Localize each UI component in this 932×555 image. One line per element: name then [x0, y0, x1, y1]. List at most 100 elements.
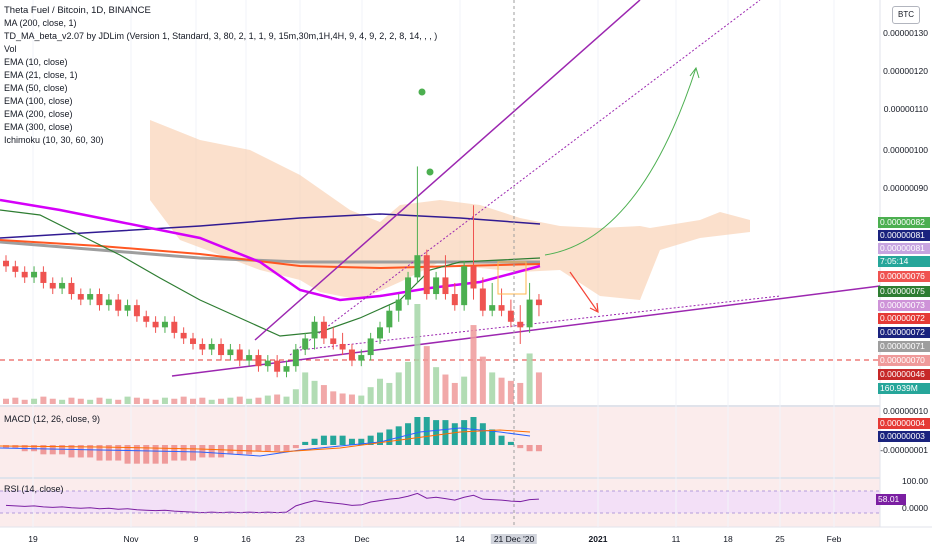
candle-body	[489, 305, 496, 311]
volume-bar	[115, 399, 122, 404]
candle-body	[423, 255, 430, 295]
macd-hist-bar	[348, 438, 355, 445]
volume-bar	[405, 361, 412, 404]
price-tag: 0.00000070	[878, 355, 930, 366]
candle-body	[246, 355, 253, 361]
volume-bar	[423, 346, 430, 404]
volume-tag: 160.939M	[878, 383, 930, 394]
candle-body	[367, 338, 374, 356]
rsi-band	[0, 491, 880, 513]
rsi-legend[interactable]: RSI (14, close)	[4, 484, 64, 494]
indicator-ema200[interactable]: EMA (200, close)	[4, 109, 73, 119]
volume-bar	[283, 396, 290, 404]
volume-bar	[367, 387, 374, 404]
indicator-ema100[interactable]: EMA (100, close)	[4, 96, 73, 106]
indicator-ichimoku[interactable]: Ichimoku (10, 30, 60, 30)	[4, 135, 104, 145]
ema-orange-line	[0, 239, 541, 270]
channel-upper-line	[254, 0, 641, 341]
time-label: 19	[28, 534, 38, 544]
macd-hist-bar	[171, 445, 178, 461]
macd-hist-bar	[255, 445, 262, 452]
signal-marker	[418, 88, 426, 96]
volume-bar	[414, 304, 421, 404]
time-label: Dec	[354, 534, 370, 544]
volume-bar	[77, 398, 84, 404]
candle-body	[171, 321, 178, 333]
macd-hist-bar	[302, 441, 309, 445]
candle-body	[330, 338, 337, 344]
macd-hist-bar	[274, 445, 281, 452]
macd-hist-bar	[358, 438, 365, 445]
candle-body	[405, 277, 412, 300]
macd-hist-bar	[507, 441, 514, 445]
candle-body	[77, 294, 84, 300]
macd-hist-bar	[208, 445, 215, 458]
candle-body	[236, 349, 243, 361]
volume-bar	[96, 397, 103, 404]
candle-body	[190, 338, 196, 344]
volume-bar	[498, 377, 505, 404]
volume-bar	[433, 367, 440, 404]
macd-legend[interactable]: MACD (12, 26, close, 9)	[4, 414, 101, 424]
candle-body	[161, 321, 168, 328]
ema-dark-line	[0, 213, 541, 239]
macd-hist-bar	[320, 435, 327, 445]
time-label: 16	[241, 534, 251, 544]
macd-hist-bar	[264, 445, 271, 452]
volume-bar	[87, 399, 94, 404]
symbol-title[interactable]: Theta Fuel / Bitcoin, 1D, BINANCE	[4, 5, 151, 16]
macd-hist-bar	[330, 435, 337, 445]
time-label: 18	[723, 534, 733, 544]
currency-badge[interactable]: BTC	[892, 6, 920, 24]
volume-bar	[311, 380, 318, 404]
volume-bar	[348, 394, 355, 404]
candle-body	[386, 310, 393, 328]
countdown-tag: 7:05:14	[878, 256, 930, 267]
time-label: 11	[671, 534, 681, 544]
macd-hist-bar	[152, 445, 159, 464]
macd-hist-bar	[49, 445, 56, 455]
candle-body	[255, 355, 262, 367]
volume-bar	[517, 382, 524, 404]
indicator-ema50[interactable]: EMA (50, close)	[4, 83, 68, 93]
volume-bar	[190, 398, 196, 404]
rsi-value-tag: 58.01	[876, 494, 906, 505]
macd-hist-bar	[236, 445, 243, 455]
candle-body	[199, 343, 206, 350]
candle-body	[461, 266, 468, 306]
volume-bar	[526, 353, 533, 404]
macd-hist-bar	[526, 445, 533, 452]
macd-hist-bar	[386, 429, 393, 445]
macd-hist-bar	[115, 445, 122, 461]
indicator-vol[interactable]: Vol	[4, 44, 17, 54]
volume-bar	[227, 397, 234, 404]
candle-body	[133, 305, 140, 317]
time-label: 25	[775, 534, 785, 544]
volume-bar	[236, 396, 243, 404]
candle-body	[115, 299, 122, 311]
macd-hist-bar	[311, 438, 318, 445]
candle-body	[31, 271, 38, 278]
ichimoku-cloud	[150, 120, 750, 300]
indicator-ma200[interactable]: MA (200, close, 1)	[4, 18, 77, 28]
indicator-ema21[interactable]: EMA (21, close, 1)	[4, 70, 78, 80]
candle-body	[21, 271, 28, 278]
indicator-td-ma[interactable]: TD_MA_beta_v2.07 by JDLim (Version 1, St…	[4, 31, 438, 41]
macd-hist-bar	[535, 445, 542, 452]
candle-body	[451, 294, 458, 306]
time-label: 2021	[588, 534, 608, 544]
macd-hist-bar	[283, 445, 290, 452]
volume-bar	[105, 398, 112, 404]
candle-body	[49, 282, 56, 289]
macd-hist-bar	[405, 423, 412, 445]
indicator-ema10[interactable]: EMA (10, close)	[4, 57, 68, 67]
candle-body	[535, 299, 542, 306]
macd-hist-bar	[143, 445, 150, 464]
projection-arrow-down	[569, 271, 599, 313]
pane-divider	[0, 405, 880, 407]
time-label: Feb	[826, 534, 842, 544]
volume-bar	[12, 397, 19, 404]
indicator-ema300[interactable]: EMA (300, close)	[4, 122, 73, 132]
